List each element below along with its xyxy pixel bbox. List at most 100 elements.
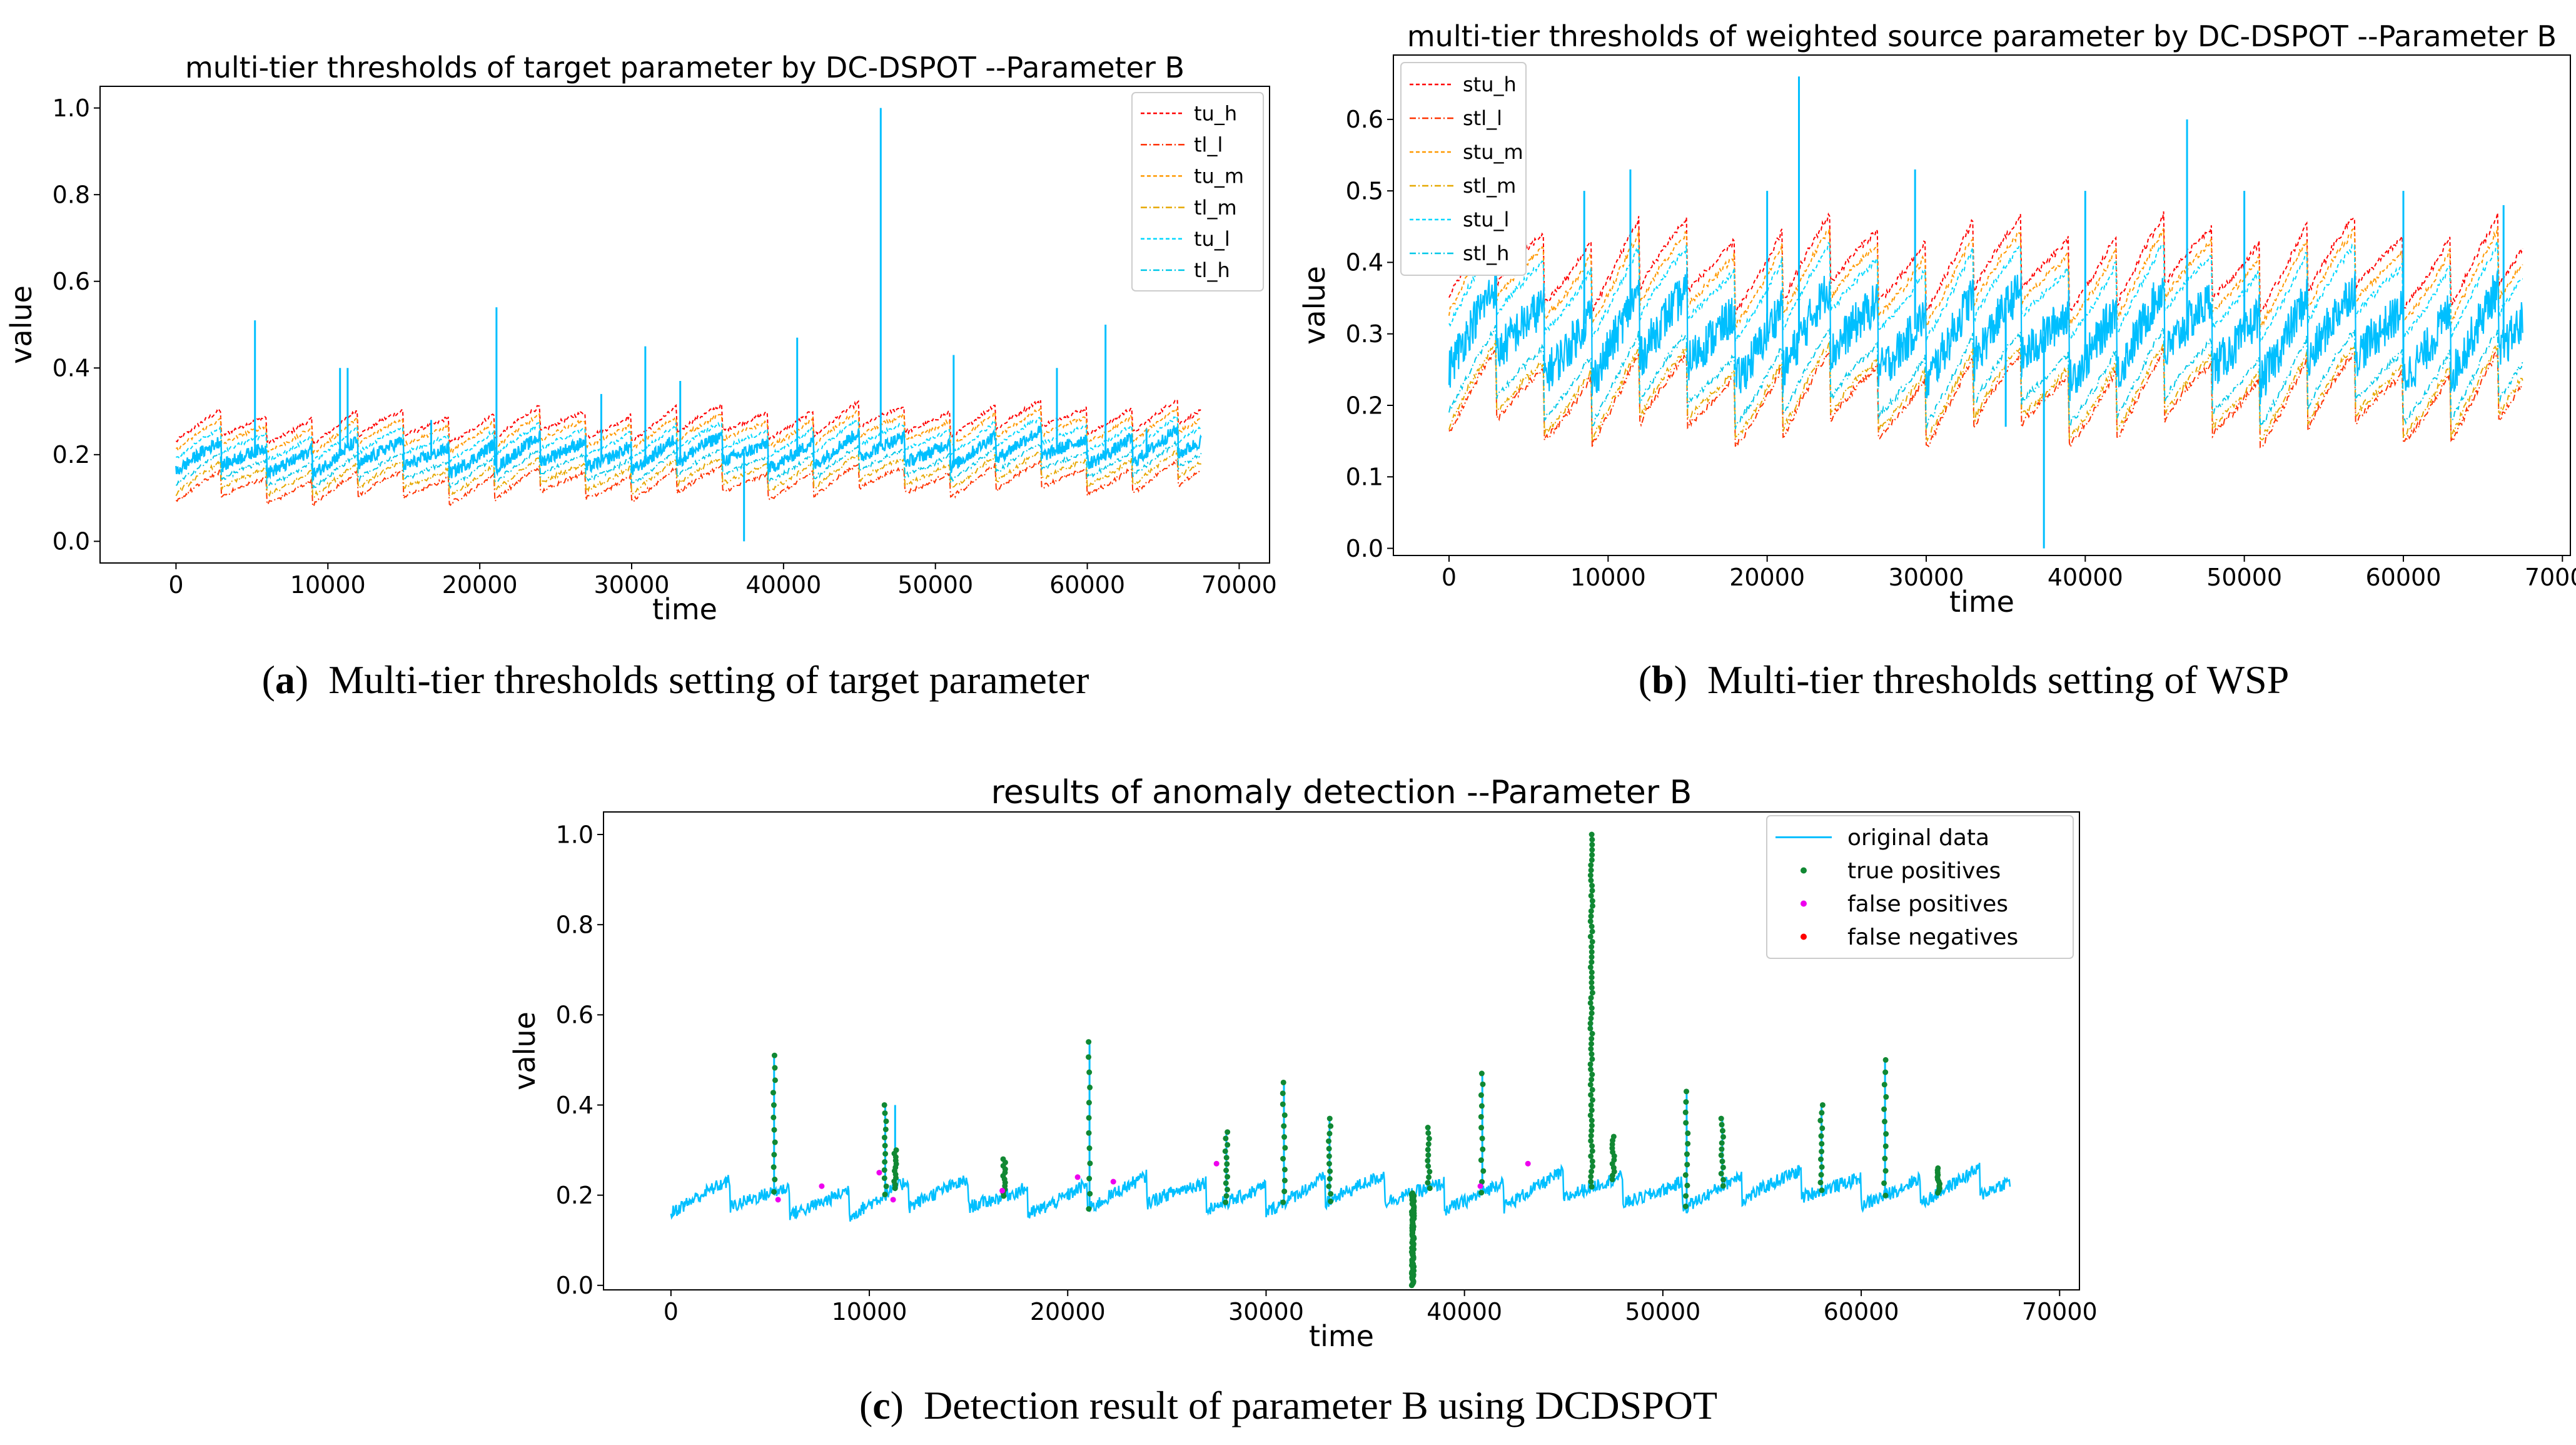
caption-a-text: Multi-tier thresholds setting of target … [328,657,1089,702]
true-positive-point [1881,1180,1887,1186]
legend-label: stl_m [1463,174,1516,198]
true-positive-point [1882,1168,1889,1174]
legend-box [1131,92,1264,292]
true-positive-point [1682,1204,1689,1210]
true-positive-point [1478,1157,1484,1164]
true-positive-point [1086,1175,1093,1182]
true-positive-point [1479,1135,1485,1142]
true-positive-point [1589,928,1595,935]
true-positive-point [1223,1180,1229,1186]
true-positive-point [1326,1175,1333,1182]
true-positive-point [1086,1039,1092,1045]
true-positive-point [1719,1128,1725,1134]
caption-b: (b) Multi-tier thresholds setting of WSP [1638,657,2290,702]
true-positive-point [881,1167,887,1173]
true-positive-point [882,1191,888,1197]
true-positive-point [1478,1070,1485,1077]
true-positive-point [1425,1157,1431,1164]
true-positive-point [1588,893,1594,899]
true-positive-point [1480,1146,1486,1152]
legend-box [1766,815,2074,959]
x-tick-label: 0 [1442,564,1457,591]
plot-area [175,108,1202,542]
true-positive-point [1280,1199,1286,1205]
true-positive-point [1223,1135,1229,1142]
true-positive-point [1882,1057,1889,1063]
x-tick-label: 50000 [2206,564,2282,591]
true-positive-point [770,1090,776,1096]
true-positive-point [1719,1122,1725,1128]
true-positive-point [1684,1182,1690,1189]
true-positive-point [1589,1051,1595,1057]
true-positive-point [1588,862,1594,868]
y-tick-label: 0.0 [53,528,90,555]
true-positive-point [1589,883,1595,889]
true-positive-point [1425,1180,1431,1186]
true-positive-point [1282,1145,1288,1151]
true-positive-point [1281,1112,1288,1118]
true-positive-point [1086,1130,1092,1136]
chart-1: 0 10000 20000 30000 40000 50000 60000 70000 0.0 0… [4,51,1277,626]
chart-title: results of anomaly detection --Parameter… [991,774,1692,811]
y-tick-label: 0.4 [556,1092,593,1119]
true-positive-point [1587,1082,1594,1088]
legend-label: tu_l [1194,227,1230,251]
caption-b-letter: b [1652,657,1674,702]
legend-swatch [1801,867,1807,874]
true-positive-point [1000,1156,1006,1162]
true-positive-point [1610,1133,1617,1140]
true-positive-point [1883,1131,1889,1137]
true-positive-point [1587,1000,1594,1006]
true-positive-point [1682,1172,1689,1178]
true-positive-point [771,1052,777,1058]
threshold-line-stu_m [1448,226,2523,328]
true-positive-point [1589,1005,1595,1012]
true-positive-point [1718,1152,1724,1159]
true-positive-point [1588,1015,1594,1022]
legend-label: stu_h [1463,73,1517,96]
true-positive-point [1587,1025,1594,1032]
true-positive-point [1328,1199,1334,1205]
true-positive-point [1223,1193,1230,1199]
true-positive-point [1086,1069,1093,1075]
true-positive-point [1588,877,1594,883]
true-positive-point [1087,1084,1093,1090]
true-positive-point [1589,847,1595,853]
legend-label: stl_h [1463,241,1509,265]
true-positive-point [882,1150,889,1157]
true-positive-point [1589,1122,1595,1128]
true-positive-point [1480,1081,1486,1087]
true-positive-point [1589,1117,1595,1123]
x-tick-label: 20000 [1030,1298,1106,1326]
true-positive-point [770,1114,777,1120]
true-positive-point [1587,1112,1594,1118]
x-tick-label: 20000 [1729,564,1805,591]
true-positive-point [1589,954,1595,960]
true-positive-point [1589,888,1595,894]
true-positive-point [1818,1172,1824,1178]
true-positive-point [1326,1160,1332,1167]
legend-label: original data [1847,825,1989,851]
x-tick-label: 60000 [1049,571,1125,599]
data-series [1448,266,2523,405]
true-positive-point [1819,1110,1825,1116]
true-positive-point [881,1102,887,1108]
true-positive-point [1719,1146,1725,1152]
true-positive-point [1478,1103,1485,1109]
x-tick-label: 40000 [2048,564,2123,591]
true-positive-point [1588,1046,1594,1052]
true-positive-point [1720,1183,1726,1189]
true-positive-point [1718,1170,1724,1177]
true-positive-point [1408,1282,1415,1289]
true-positive-point [1425,1141,1432,1147]
y-tick-label: 0.1 [1346,464,1383,491]
true-positive-point [1086,1206,1092,1212]
legend-label: tl_m [1194,196,1237,220]
true-positive-point [1817,1117,1824,1123]
true-positive-point [1684,1088,1690,1095]
true-positive-point [1589,1010,1595,1017]
true-positive-point [772,1139,778,1145]
true-positive-point [1588,908,1594,914]
true-positive-point [1479,1179,1485,1185]
y-tick-label: 1.0 [556,821,593,848]
